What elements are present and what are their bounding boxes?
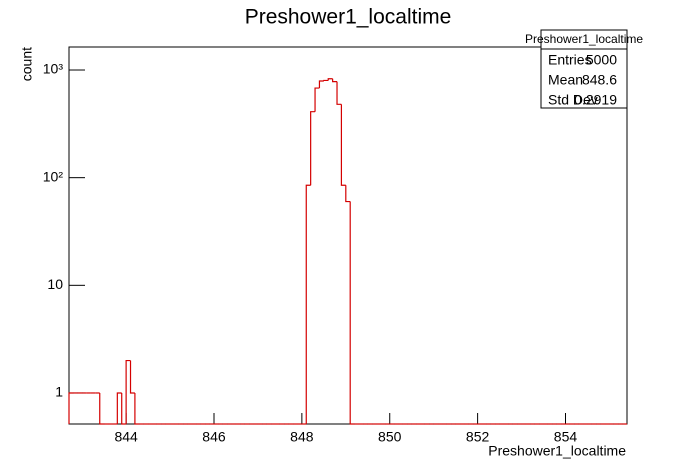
y-tick-label: 1 [55,384,63,400]
histogram-bin [314,87,320,112]
histogram-bin [305,184,311,424]
histogram-bin [134,392,140,425]
y-tick-label: 10³ [43,61,64,77]
histogram-bin [116,392,122,424]
plot-frame [68,46,628,425]
stats-value: 848.6 [582,72,617,88]
x-axis-label: Preshower1_localtime [488,443,626,459]
stats-value: 0.2919 [574,92,617,108]
x-tick-label: 846 [202,429,226,445]
histogram-bin [349,201,355,425]
histogram-bin [340,104,346,186]
histogram-bin [68,392,74,424]
histogram-bin [318,80,324,89]
x-tick-label: 848 [290,429,314,445]
y-axis-label: count [19,47,35,81]
histogram-bin [121,392,127,425]
histogram-bin [345,185,351,203]
x-tick-label: 850 [378,429,402,445]
stats-name: Entries [548,52,592,68]
histogram-bin [310,111,316,186]
x-tick-label: 854 [554,429,578,445]
histogram-bin [99,392,105,425]
y-tick-label: 10² [43,168,64,184]
stats-value: 5000 [586,52,617,68]
chart-title: Preshower1_localtime [245,6,452,29]
histogram-bin [327,78,333,81]
stats-frame [540,29,628,109]
x-tick-label: 844 [114,429,138,445]
y-tick-label: 10 [47,276,63,292]
histogram-bin [323,79,329,82]
stats-name: Mean [548,72,583,88]
histogram-bin [129,360,135,394]
stats-title: Preshower1_localtime [525,32,643,46]
x-tick-label: 852 [466,429,490,445]
histogram-bin [336,81,342,105]
histogram-bin [125,359,131,424]
histogram-bin [332,78,338,83]
stats-box: Preshower1_localtime Entries5000Mean848.… [525,29,643,109]
stats-name: Std Dev [548,92,598,108]
